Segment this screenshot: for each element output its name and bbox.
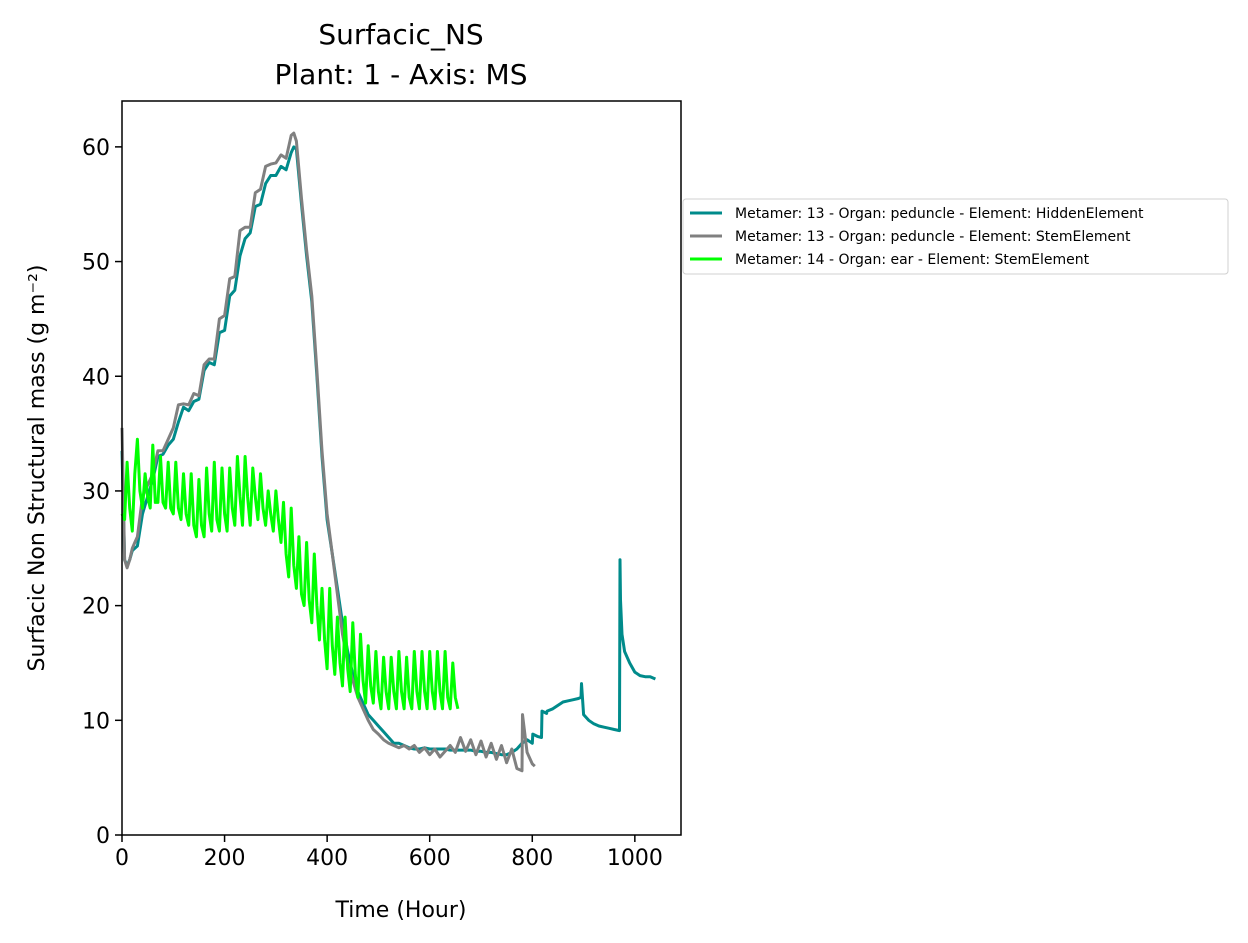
y-axis: 0 10 20 30 40 50 60 (82, 136, 122, 849)
x-tick-label: 200 (204, 846, 246, 871)
y-tick-label: 40 (82, 365, 110, 390)
y-tick-label: 60 (82, 136, 110, 161)
x-tick-label: 0 (115, 846, 129, 871)
series-line-2 (120, 131, 536, 773)
legend-label-2: Metamer: 13 - Organ: peduncle - Element:… (735, 229, 1131, 245)
legend: Metamer: 13 - Organ: peduncle - Element:… (682, 198, 1229, 275)
y-axis-label: Surfacic Non Structural mass (g m⁻²) (25, 264, 50, 671)
x-tick-label: 600 (409, 846, 451, 871)
legend-label-1: Metamer: 13 - Organ: peduncle - Element:… (735, 206, 1144, 222)
legend-label-3: Metamer: 14 - Organ: ear - Element: Stem… (735, 252, 1090, 268)
legend-frame (682, 198, 1229, 275)
x-tick-label: 800 (511, 846, 553, 871)
x-tick-label: 400 (306, 846, 348, 871)
y-tick-label: 0 (96, 824, 110, 849)
x-axis: 0 200 400 600 800 1000 (115, 835, 663, 871)
series-line-3 (120, 437, 460, 711)
x-tick-label: 1000 (607, 846, 663, 871)
series-line-1 (120, 145, 657, 757)
y-tick-label: 50 (82, 251, 110, 276)
y-tick-label: 20 (82, 595, 110, 620)
chart-subtitle: Plant: 1 - Axis: MS (275, 58, 528, 91)
x-axis-label: Time (Hour) (335, 898, 467, 923)
plot-frame (121, 100, 682, 836)
chart-title: Surfacic_NS (318, 18, 483, 51)
plot-series (120, 131, 657, 773)
y-tick-label: 10 (82, 709, 110, 734)
y-tick-label: 30 (82, 480, 110, 505)
